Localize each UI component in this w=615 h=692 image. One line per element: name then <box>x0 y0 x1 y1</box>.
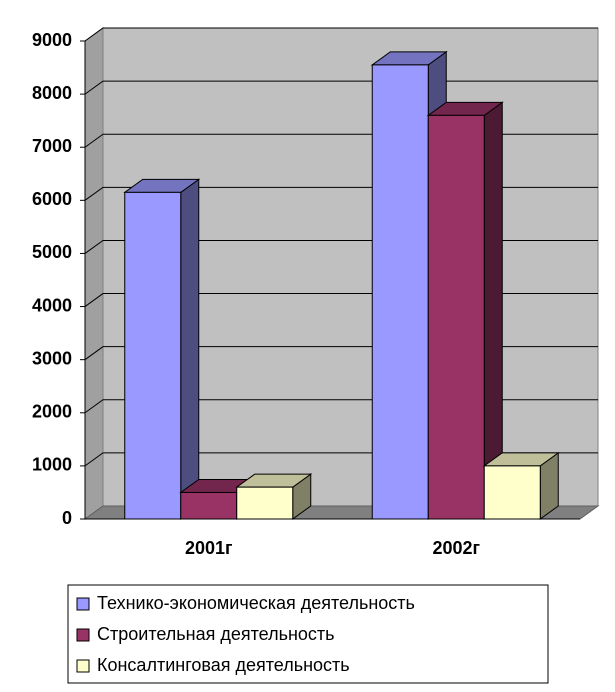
x-tick-label: 2002г <box>432 538 480 558</box>
y-tick-label: 5000 <box>32 242 72 262</box>
legend-swatch <box>76 628 90 642</box>
y-tick-label: 6000 <box>32 189 72 209</box>
side-wall <box>84 27 104 520</box>
y-tick-label: 7000 <box>32 136 72 156</box>
y-tick-label: 8000 <box>32 83 72 103</box>
y-tick-label: 4000 <box>32 295 72 315</box>
bar <box>427 114 485 520</box>
bar <box>483 465 541 520</box>
legend-label: Технико-экономическая деятельность <box>97 593 415 613</box>
legend-label: Консалтинговая деятельность <box>97 655 350 675</box>
legend-label: Строительная деятельность <box>97 624 335 644</box>
y-tick-label: 3000 <box>32 348 72 368</box>
bar <box>236 486 294 520</box>
legend-swatch <box>76 597 90 611</box>
y-tick-label: 1000 <box>32 455 72 475</box>
y-tick-label: 0 <box>62 508 72 528</box>
bar-side <box>180 178 200 520</box>
bar <box>371 64 429 520</box>
y-tick-label: 2000 <box>32 402 72 422</box>
bar <box>180 491 238 520</box>
grid-line <box>84 27 598 42</box>
legend <box>67 584 549 684</box>
x-tick-label: 2001г <box>185 538 233 558</box>
y-tick-label: 9000 <box>32 30 72 50</box>
legend-swatch <box>76 659 90 673</box>
bar <box>124 191 182 520</box>
